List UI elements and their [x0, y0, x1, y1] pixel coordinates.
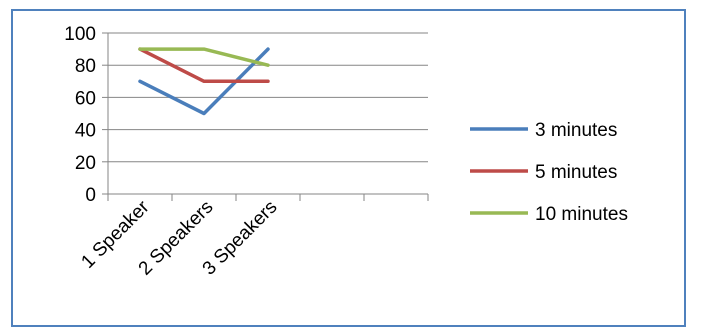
- legend-label: 5 minutes: [535, 162, 617, 183]
- y-tick-label: 100: [64, 24, 96, 45]
- series-line-2: [138, 47, 270, 84]
- legend: 3 minutes 5 minutes 10 minutes: [470, 120, 628, 225]
- grid-lines: [108, 32, 428, 163]
- y-tick-labels: 0 20 40 60 80 100: [64, 24, 96, 206]
- legend-label: 3 minutes: [535, 120, 617, 141]
- y-tick-label: 60: [75, 88, 96, 109]
- axes: [102, 32, 429, 201]
- y-tick-label: 0: [85, 185, 96, 206]
- y-tick-label: 20: [75, 153, 96, 174]
- series-line-1: [138, 47, 270, 116]
- series-line-3: [138, 47, 270, 67]
- legend-label: 10 minutes: [535, 204, 628, 225]
- y-tick-label: 80: [75, 56, 96, 77]
- y-tick-label: 40: [75, 121, 96, 142]
- chart-frame: [11, 9, 686, 327]
- series-lines: [138, 47, 270, 116]
